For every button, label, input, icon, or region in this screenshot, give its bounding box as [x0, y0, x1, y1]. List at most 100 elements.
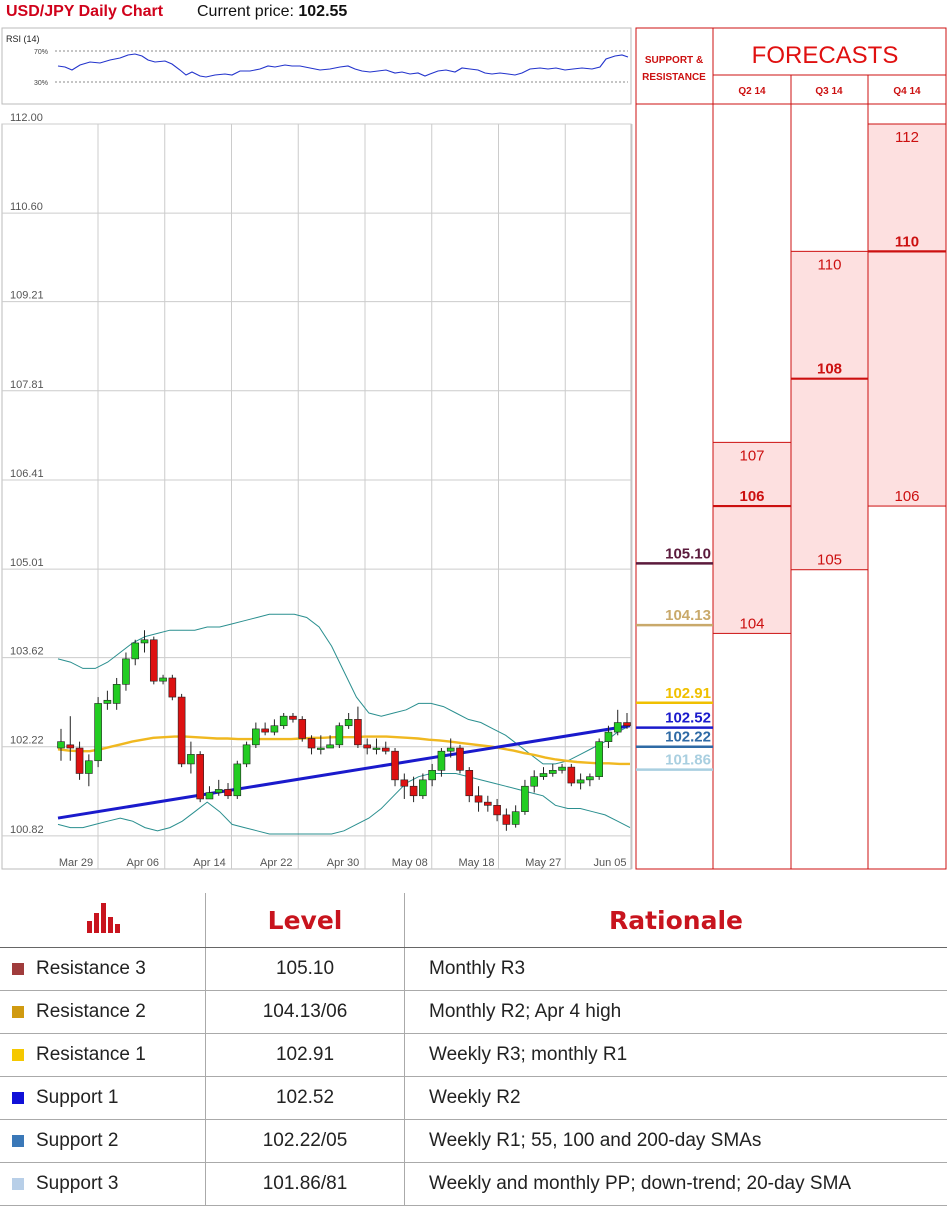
table-row: Support 1 102.52 Weekly R2: [0, 1076, 947, 1120]
candle-body: [493, 805, 501, 816]
forecast-high-label: 112: [895, 129, 919, 146]
x-tick-label: May 27: [525, 857, 561, 869]
x-tick-label: May 08: [392, 857, 428, 869]
table-row: Resistance 2 104.13/06 Monthly R2; Apr 4 h…: [0, 990, 947, 1034]
candle-body: [623, 722, 631, 727]
forecast-box: [790, 250, 869, 571]
bollinger-upper: [57, 613, 631, 765]
chart-horizontal-grid: [2, 123, 631, 837]
candle-body: [456, 747, 464, 771]
trend-series: [57, 724, 631, 820]
candle-body: [567, 766, 576, 784]
candle-body: [149, 639, 158, 682]
row-name: Support 3: [0, 1162, 206, 1206]
sr-level-label: 102.22: [665, 729, 711, 746]
quarter-q3: Q3 14: [815, 86, 843, 97]
sr-level-label: 102.91: [665, 685, 711, 702]
x-tick-label: Apr 06: [127, 857, 159, 869]
row-name: Support 1: [0, 1076, 206, 1120]
chart-y-ticks: 112.00 110.60 109.21 107.81 106.41 105.01 103.…: [10, 112, 44, 836]
row-name: Support 2: [0, 1119, 206, 1163]
row-color-swatch: [12, 1091, 24, 1104]
forecast-high-label: 107: [739, 447, 764, 464]
bollinger-bands: [57, 613, 631, 835]
candle-body: [307, 738, 316, 749]
row-name-text: Resistance 3: [36, 958, 146, 979]
candle-body: [85, 760, 93, 774]
sr-level-label: 101.86: [665, 752, 711, 769]
candle-body: [94, 703, 102, 762]
candle-body: [419, 779, 427, 797]
candle-body: [279, 715, 288, 727]
candle-body: [521, 785, 529, 812]
candle-body: [502, 814, 511, 825]
candle-body: [372, 747, 381, 750]
forecast-boxes: 107 106 104 110 108 105 112 110 106: [712, 123, 947, 634]
candle-body: [576, 779, 585, 784]
candle-body: [391, 750, 399, 781]
row-rationale: Weekly R2: [404, 1076, 947, 1120]
candle-body: [112, 684, 121, 704]
candle-body: [613, 722, 622, 733]
x-tick-label: Apr 14: [193, 857, 225, 869]
forecast-mid-label: 110: [895, 233, 919, 250]
table-row: Support 3 101.86/81 Weekly and monthly PP;…: [0, 1162, 947, 1206]
quarter-q4: Q4 14: [893, 86, 921, 97]
candle-body: [446, 747, 455, 752]
row-rationale: Monthly R3: [404, 947, 947, 991]
row-name: Resistance 1: [0, 1033, 206, 1077]
forecast-high-label: 110: [818, 256, 842, 273]
candle-body: [131, 642, 140, 660]
forecast-box: [712, 441, 792, 634]
candle-body: [196, 754, 204, 800]
chart-x-ticks: Mar 29 Apr 06 Apr 14 Apr 22 Apr 30 May 08 May …: [59, 857, 627, 869]
trend-line: [57, 724, 631, 820]
row-name-text: Support 3: [36, 1173, 119, 1194]
forecast-mid-label: 106: [739, 488, 764, 505]
candle-body: [261, 728, 269, 733]
candle-body: [335, 725, 344, 746]
main-chart-panel: [1, 123, 632, 870]
sr-level-label: 102.52: [665, 710, 711, 727]
forecast-box: [867, 123, 947, 507]
row-name: Resistance 2: [0, 990, 206, 1034]
candle-body: [298, 719, 307, 739]
bar-chart-icon: [86, 903, 120, 933]
forecast-mid-label: 108: [817, 361, 842, 378]
candle-body: [233, 763, 242, 797]
candle-body: [289, 715, 297, 720]
candle-body: [57, 741, 65, 749]
candle-body: [344, 719, 353, 727]
table-row: Resistance 1 102.91 Weekly R3; monthly R1: [0, 1033, 947, 1077]
candle-body: [363, 744, 371, 749]
candle-body: [103, 699, 112, 704]
quarter-q2: Q2 14: [738, 86, 766, 97]
candle-body: [428, 770, 436, 781]
table-row: Resistance 3 105.10 Monthly R3: [0, 947, 947, 991]
candle-body: [205, 792, 214, 800]
row-level: 102.22/05: [205, 1119, 405, 1163]
sr-level-label: 105.10: [665, 545, 711, 562]
candle-body: [530, 776, 539, 787]
candle-body: [548, 770, 557, 774]
y-tick-label: 107.81: [10, 379, 44, 391]
sr-levels: 105.10 104.13 102.91 102.52 102.22 101.86: [636, 545, 713, 771]
candle-body: [511, 811, 520, 825]
current-price-label: Current price:: [197, 3, 294, 20]
candle-body: [326, 744, 334, 749]
row-level: 101.86/81: [205, 1162, 405, 1206]
table-header-level: Level: [205, 893, 405, 948]
candle-body: [595, 741, 603, 777]
y-tick-label: 110.60: [10, 201, 43, 213]
bollinger-lower: [57, 773, 631, 835]
rsi-panel: [1, 27, 632, 105]
rsi-level-30: 30%: [34, 80, 48, 87]
row-level: 105.10: [205, 947, 405, 991]
candle-body: [122, 658, 130, 685]
row-name-text: Resistance 2: [36, 1001, 146, 1022]
candle-body: [159, 677, 167, 682]
candle-body: [168, 677, 177, 698]
candle-body: [465, 770, 474, 797]
candle-body: [140, 639, 149, 644]
x-tick-label: May 18: [458, 857, 494, 869]
